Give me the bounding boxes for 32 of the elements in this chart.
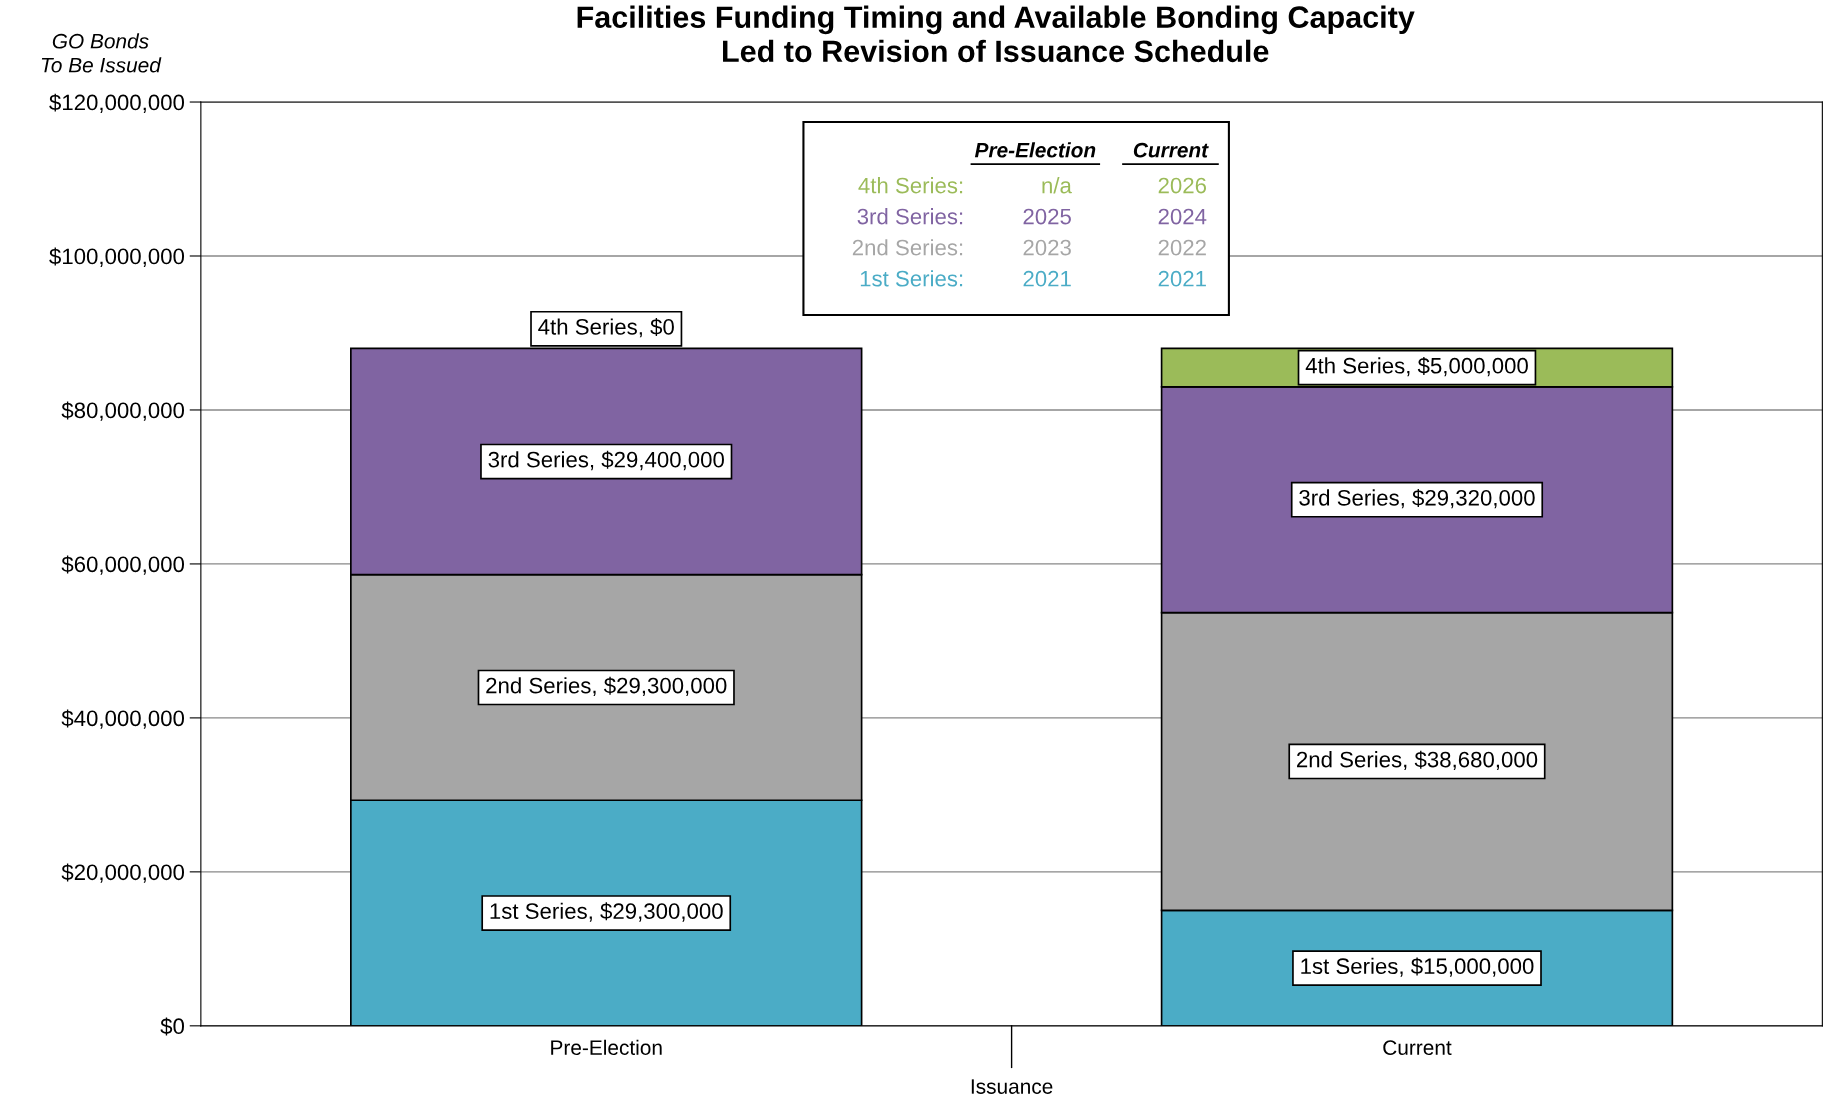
annotation: 1st Series: (860, 270, 963, 287)
annotation: 2022 (1158, 239, 1206, 256)
annotation: 2026 (1158, 177, 1207, 194)
annotation: Pre-Election (974, 142, 1096, 158)
y-tick-label: $100,000,000 (49, 247, 185, 267)
data-label: 4th Series, $0 (538, 318, 674, 338)
annotation: Current (1133, 142, 1209, 158)
annotation: 2023 (1023, 239, 1071, 256)
y-tick-label: $80,000,000 (61, 401, 185, 421)
y-tick-label: $0 (160, 1017, 185, 1036)
x-axis-title: Issuance (971, 1079, 1053, 1094)
annotation: 2024 (1158, 208, 1207, 225)
data-label: 2nd Series, $38,680,000 (1297, 750, 1538, 771)
y-tick-label: $20,000,000 (61, 863, 185, 883)
annotation: 2025 (1023, 208, 1071, 225)
annotation: 4th Series: (858, 177, 963, 194)
y-tick-label: $40,000,000 (61, 709, 185, 729)
annotation: 3rd Series: (857, 208, 963, 225)
annotation: n/a (1042, 177, 1072, 194)
data-label: 3rd Series, $29,320,000 (1299, 489, 1535, 509)
annotation: 2nd Series: (852, 239, 963, 256)
y-tick-label: $120,000,000 (49, 93, 185, 113)
data-label: 1st Series, $29,300,000 (490, 902, 723, 922)
annotation: 2021 (1158, 270, 1206, 287)
data-label: 4th Series, $5,000,000 (1305, 356, 1528, 377)
data-label: 2nd Series, $29,300,000 (486, 676, 727, 697)
data-label: 1st Series, $15,000,000 (1301, 957, 1534, 977)
data-label: 3rd Series, $29,400,000 (488, 450, 724, 471)
chart-title: Facilities Funding Timing and Available Bonding Capacity Led to Revision of Issuance Schedule (577, 5, 1415, 63)
y-axis-title: GO Bonds To Be Issued (41, 33, 162, 73)
y-tick-label: $60,000,000 (61, 555, 185, 575)
annotation: 2021 (1023, 270, 1071, 287)
